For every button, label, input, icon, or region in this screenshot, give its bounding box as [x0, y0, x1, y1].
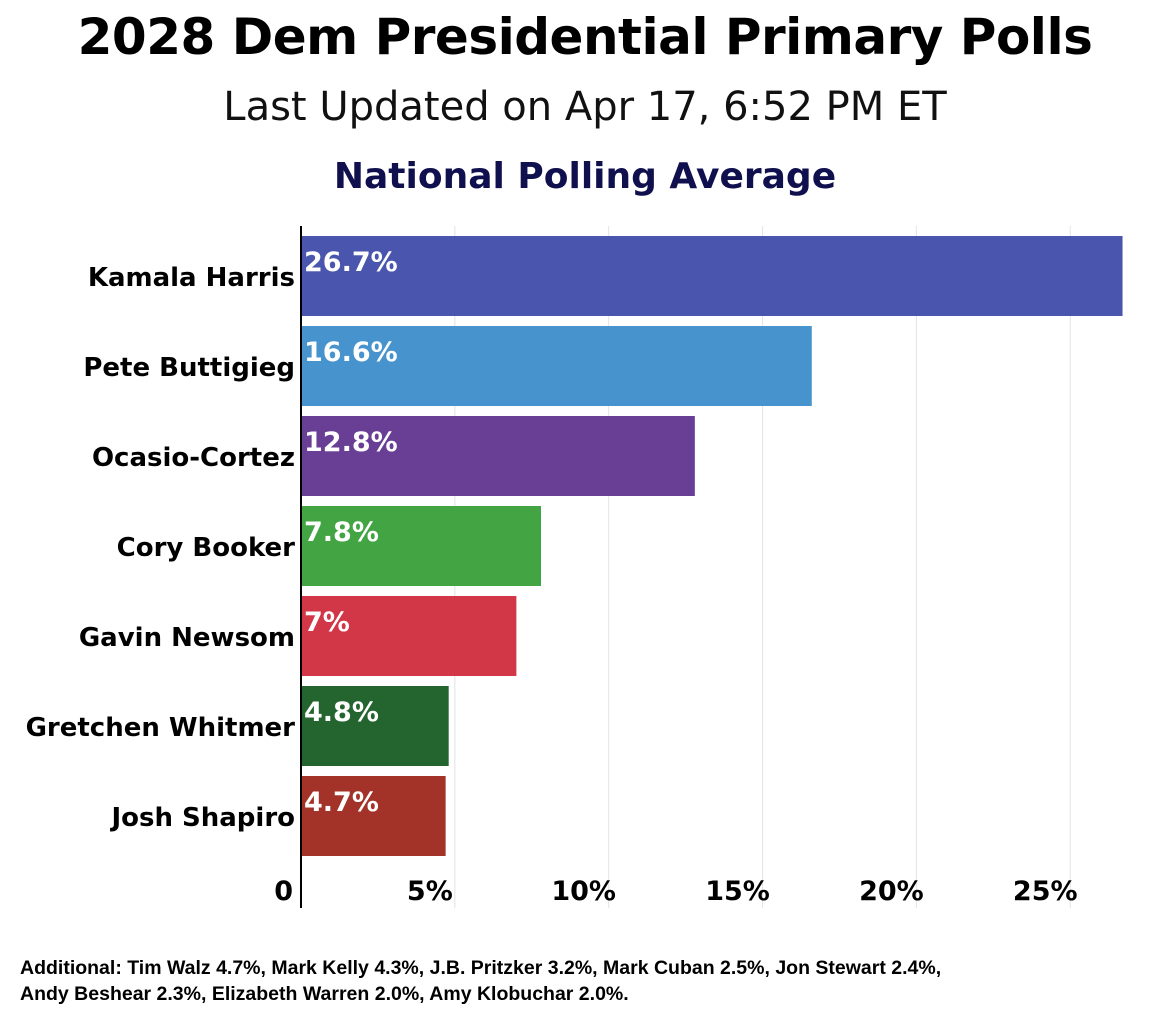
category-label: Gavin Newsom: [79, 623, 295, 653]
page-title: 2028 Dem Presidential Primary Polls: [77, 8, 1093, 66]
category-label: Kamala Harris: [88, 263, 295, 293]
category-label: Ocasio-Cortez: [92, 443, 295, 473]
bar: [301, 686, 449, 766]
bar: [301, 596, 517, 676]
category-label: Gretchen Whitmer: [26, 713, 296, 743]
x-axis-tick-labels: 0 5% 10% 15% 20% 25%: [274, 876, 1077, 907]
bar: [301, 326, 812, 406]
x-tick-label: 10%: [551, 876, 616, 907]
bar-value-label: 12.8%: [304, 427, 398, 458]
bars: 26.7% 16.6% 12.8% 7.8% 7% 4.8% 4.7%: [301, 236, 1123, 856]
footnote-line-2: Andy Beshear 2.3%, Elizabeth Warren 2.0%…: [20, 983, 629, 1005]
chart-title: National Polling Average: [333, 156, 837, 197]
bar-value-label: 26.7%: [304, 247, 398, 278]
x-tick-label: 5%: [407, 876, 453, 907]
footnote-line-1: Additional: Tim Walz 4.7%, Mark Kelly 4.…: [20, 957, 942, 979]
bar: [301, 236, 1123, 316]
bar-value-label: 4.7%: [304, 787, 379, 818]
category-label: Cory Booker: [117, 533, 296, 563]
bar-value-label: 7%: [304, 607, 350, 638]
bar-chart: 26.7% 16.6% 12.8% 7.8% 7% 4.8% 4.7% Kamala Har…: [26, 226, 1123, 908]
bar: [301, 506, 541, 586]
x-tick-label: 25%: [1013, 876, 1078, 907]
last-updated-subtitle: Last Updated on Apr 17, 6:52 PM ET: [223, 84, 947, 130]
bar: [301, 776, 446, 856]
x-tick-label: 0: [274, 876, 293, 907]
x-tick-label: 20%: [859, 876, 924, 907]
category-labels: Kamala Harris Pete Buttigieg Ocasio-Cortez…: [26, 263, 296, 833]
category-label: Josh Shapiro: [109, 803, 295, 833]
bar: [301, 416, 695, 496]
x-tick-label: 15%: [705, 876, 770, 907]
bar-value-label: 7.8%: [304, 517, 379, 548]
bar-value-label: 4.8%: [304, 697, 379, 728]
category-label: Pete Buttigieg: [83, 353, 295, 383]
additional-candidates-note: Additional: Tim Walz 4.7%, Mark Kelly 4.…: [20, 955, 1150, 1007]
bar-value-label: 16.6%: [304, 337, 398, 368]
